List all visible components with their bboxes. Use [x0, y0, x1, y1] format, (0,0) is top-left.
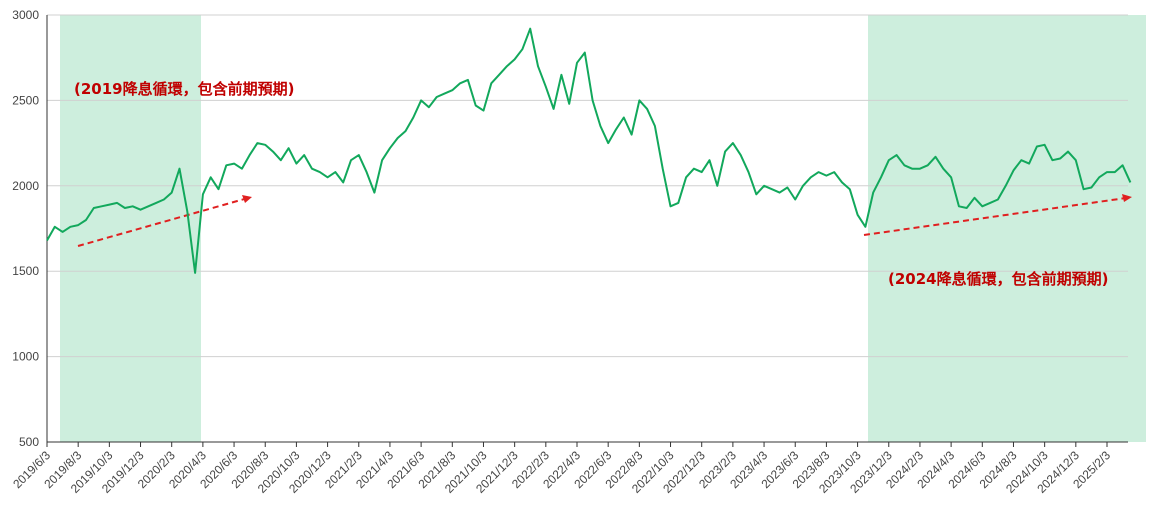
y-tick-label: 1500 — [12, 264, 39, 278]
arrow-head — [242, 195, 252, 203]
arrow-head — [1122, 194, 1132, 202]
annotation: (2024降息循環，包含前期預期) — [888, 270, 1108, 288]
y-tick-label: 2500 — [12, 93, 39, 107]
y-tick-label: 2000 — [12, 179, 39, 193]
y-tick-label: 1000 — [12, 350, 39, 364]
y-tick-label: 3000 — [12, 8, 39, 22]
shaded-period — [60, 15, 201, 442]
shaded-period — [868, 15, 1146, 442]
annotation: (2019降息循環，包含前期預期) — [74, 80, 294, 98]
data-line — [46, 27, 1132, 274]
trend-arrow — [863, 197, 1127, 236]
y-tick-label: 500 — [19, 435, 39, 449]
